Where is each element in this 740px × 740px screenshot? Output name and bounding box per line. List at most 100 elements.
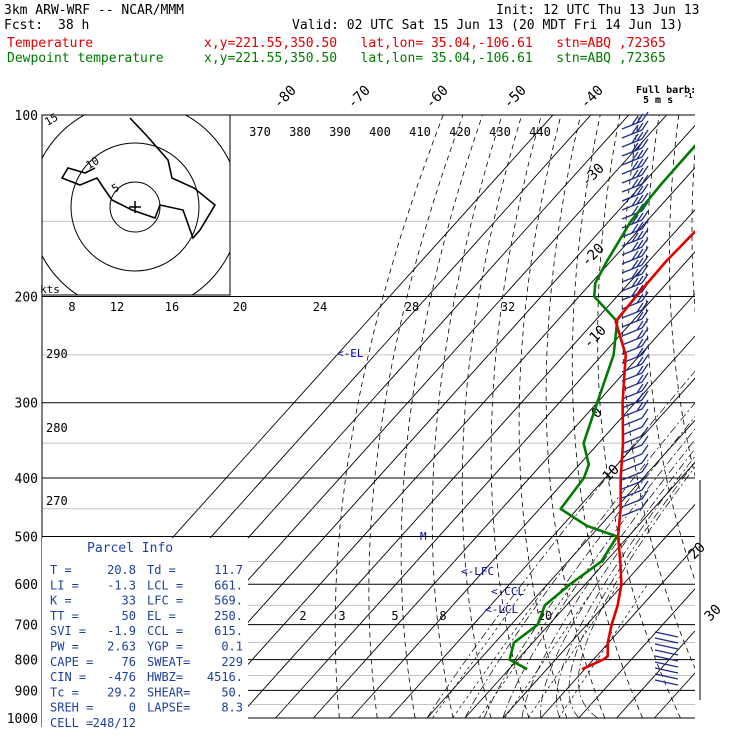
wind-barb [621, 318, 649, 337]
parcel-field-label: K = [50, 594, 72, 608]
wind-barb [621, 147, 649, 166]
parcel-info-row: TT = 50 EL = 250. [50, 609, 243, 623]
parcel-field-value: 0 [129, 701, 136, 715]
parcel-info-row: K = 33 LFC = 569. [50, 594, 243, 608]
wind-barb [621, 417, 649, 436]
wind-barb [654, 643, 679, 650]
parcel-field-label: SREH = [50, 701, 93, 715]
wind-barb [621, 129, 649, 148]
isotherm-tick-label: -70 [345, 83, 374, 112]
wind-barb [621, 327, 649, 346]
mixing-ratio-labels: 8 12 16 20 24 28 322 3 5 8 20 [68, 300, 552, 623]
theta-e-label: 400 [369, 125, 391, 139]
parcel-field-value: -1.9 [107, 624, 136, 638]
valid-time: Valid: 02 UTC Sat 15 Jun 13 (20 MDT Fri … [292, 18, 684, 33]
moist-adiabat-line [464, 402, 695, 719]
hodograph-speed-label: 24 [313, 300, 327, 314]
wind-barb [654, 637, 679, 644]
pressure-tick-label: 500 [15, 530, 38, 545]
dry-adiabat-line [518, 115, 568, 719]
model-title: 3km ARW-WRF -- NCAR/MMM [4, 3, 185, 18]
parcel-info-row: PW = 2.63 YGP = 0.1 [50, 640, 243, 654]
wind-barb [621, 471, 649, 490]
mixing-ratio-tick-label: 5 [391, 609, 398, 623]
parcel-field-value: -1.3 [107, 578, 136, 592]
wind-barb [621, 165, 649, 184]
parcel-field-value: -476 [107, 670, 136, 684]
parcel-field-label: LCL = [147, 578, 183, 592]
pressure-tick-label: 600 [15, 578, 38, 593]
wind-barb [621, 399, 649, 418]
parcel-field-label: SVI = [50, 624, 86, 638]
temperature-series-line [581, 229, 695, 671]
parcel-field-label: T = [50, 563, 72, 577]
theta-label: 270 [46, 494, 68, 508]
wind-barb [621, 255, 649, 274]
parcel-info-row: SREH = 0 LAPSE= 8.3 [50, 701, 243, 715]
hodograph-speed-label: 16 [165, 300, 179, 314]
pressure-axis-labels: 100 200 300 400 500 600 700 800 900 1000 [7, 109, 38, 727]
pressure-tick-label: 1000 [7, 712, 38, 727]
wind-barb [654, 655, 679, 662]
parcel-field-value: 4516. [207, 670, 243, 684]
wind-barb [621, 489, 649, 508]
wind-barbs [621, 111, 679, 686]
hodograph: kts 15 10 5 [40, 111, 231, 296]
barb-key-exponent: -1 [684, 92, 692, 100]
moist-adiabat-line [556, 455, 695, 719]
wind-barb [621, 156, 649, 175]
isotherm-line [388, 377, 695, 719]
theta-e-labels: 370 380 390 400 410 420 430 440 290 280 270 [46, 125, 551, 508]
theta-e-label: 440 [529, 125, 551, 139]
parcel-field-label: PW = [50, 640, 79, 654]
wind-barb [621, 426, 649, 445]
parcel-field-label: LFC = [147, 594, 183, 608]
barb-key-title: Full barb: [636, 85, 696, 96]
dewpoint-legend: Dewpoint temperature [7, 51, 164, 66]
parcel-field-value: 29.2 [107, 685, 136, 699]
dry-adiabat-line [334, 115, 444, 719]
isotherm-line [464, 461, 695, 719]
theta-e-label: 370 [249, 125, 271, 139]
parcel-field-value: 76 [122, 655, 136, 669]
wind-barb [654, 667, 679, 674]
parcel-info-row: T = 20.8 Td = 11.7 [50, 563, 243, 577]
isotherm-line [199, 166, 695, 719]
dry-adiabat-line [431, 115, 503, 719]
hodograph-ring-label: 5 [109, 181, 121, 196]
parcel-field-value: 50. [221, 685, 243, 699]
init-time: Init: 12 UTC Thu 13 Jun 13 [496, 3, 700, 18]
wind-barb [621, 309, 649, 328]
wind-barb [621, 300, 649, 319]
isotherm-line [237, 209, 695, 719]
wind-barb [621, 453, 649, 472]
parcel-field-label: LI = [50, 578, 79, 592]
isotherm-tick-label: -60 [423, 83, 452, 112]
lcl-marker: <-LCL [485, 603, 518, 616]
barb-key-value: 5 m s [643, 95, 673, 106]
parcel-field-label: LAPSE= [147, 701, 190, 715]
parcel-info-row: CIN = -476 HWBZ= 4516. [50, 670, 243, 684]
pressure-tick-label: 900 [15, 684, 38, 699]
theta-e-label: 420 [449, 125, 471, 139]
wind-barb [621, 174, 649, 193]
mixing-ratio-tick-label: 3 [338, 609, 345, 623]
theta-label: 290 [46, 347, 68, 361]
wind-barb [621, 372, 649, 391]
dry-adiabat-line [368, 115, 464, 719]
ccl-marker: <-CCL [491, 585, 524, 598]
pressure-tick-label: 300 [15, 397, 38, 412]
mixing-ratio-tick-label: 2 [299, 609, 306, 623]
parcel-field-label: YGP = [147, 640, 183, 654]
wind-barb [621, 237, 649, 256]
parcel-field-label: CAPE = [50, 655, 93, 669]
wind-barb [621, 111, 649, 130]
parcel-field-value: 11.7 [214, 563, 243, 577]
isotherm-line [540, 545, 695, 719]
wind-barb [654, 673, 679, 680]
wind-barb [621, 480, 649, 499]
isotherm-tick-label: -80 [271, 83, 300, 112]
wind-barb [654, 631, 679, 638]
parcel-info-row: LI = -1.3 LCL = 661. [50, 578, 243, 592]
parcel-info-row: SVI = -1.9 CCL = 615. [50, 624, 243, 638]
